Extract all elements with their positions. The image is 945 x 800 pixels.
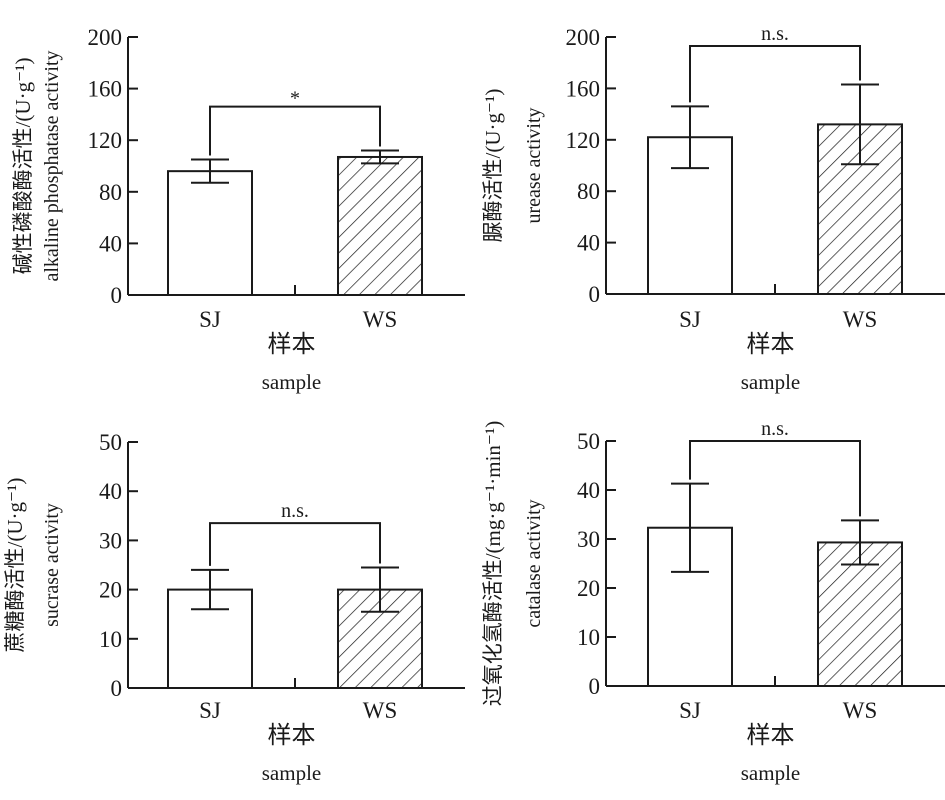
- y-axis-label-en: sucrase activity: [41, 503, 63, 627]
- y-tick-label: 0: [111, 676, 123, 701]
- y-axis-label-cn: 碱性磷酸酶活性/(U·g⁻¹): [11, 58, 35, 275]
- y-axis-label-cn: 蔗糖酶活性/(U·g⁻¹): [3, 478, 27, 653]
- y-tick-label: 160: [566, 76, 601, 101]
- y-tick-label: 40: [577, 231, 600, 256]
- category-label-WS: WS: [843, 698, 878, 723]
- y-tick-label: 20: [99, 578, 122, 603]
- category-label-SJ: SJ: [199, 307, 221, 332]
- y-tick-label: 10: [99, 627, 122, 652]
- y-tick-label: 0: [111, 283, 123, 308]
- x-axis-label-cn: 样本: [268, 722, 316, 749]
- chart-panel-top-left: 0 40 80 120 160 200 SJ WS * 样本 sample 碱性磷酸酶活性/(U·g⁻…: [11, 25, 465, 394]
- y-tick-label: 40: [99, 231, 122, 256]
- significance-label: *: [290, 88, 300, 110]
- x-axis-label-en: sample: [741, 761, 800, 785]
- bar-WS: [817, 541, 903, 687]
- category-label-SJ: SJ: [679, 307, 701, 332]
- category-label-WS: WS: [363, 698, 398, 723]
- y-tick-label: 10: [577, 625, 600, 650]
- significance-label: n.s.: [761, 23, 789, 45]
- y-axis-label-en: urease activity: [523, 107, 545, 223]
- category-label-WS: WS: [363, 307, 398, 332]
- y-tick-label: 120: [88, 128, 123, 153]
- x-axis-label-cn: 样本: [747, 331, 795, 358]
- y-tick-label: 0: [589, 674, 601, 699]
- category-label-SJ: SJ: [199, 698, 221, 723]
- category-label-WS: WS: [843, 307, 878, 332]
- y-tick-label: 160: [88, 77, 123, 102]
- y-tick-label: 80: [99, 180, 122, 205]
- y-tick-label: 30: [99, 528, 122, 553]
- chart-panel-top-right: 0 40 80 120 160 200 SJ WS n.s. 样本 sample 脲酶活性/(U·g⁻…: [481, 23, 945, 394]
- significance-bracket: [689, 44, 861, 103]
- bar-SJ: [167, 170, 253, 296]
- y-tick-label: 40: [577, 478, 600, 503]
- significance-bracket: [689, 440, 861, 517]
- x-axis-label-cn: 样本: [268, 331, 316, 358]
- significance-label: n.s.: [761, 418, 789, 440]
- x-axis-label-en: sample: [262, 370, 321, 394]
- y-axis-label-cn: 过氧化氢酶活性/(mg·g⁻¹·min⁻¹): [481, 421, 505, 707]
- y-tick-label: 30: [577, 527, 600, 552]
- y-tick-label: 80: [577, 179, 600, 204]
- significance-bracket: [209, 522, 381, 566]
- y-tick-label: 200: [88, 25, 123, 50]
- y-axis-label-en: catalase activity: [523, 499, 545, 627]
- x-axis-label-cn: 样本: [747, 722, 795, 749]
- y-tick-label: 20: [577, 576, 600, 601]
- y-axis-label-en: alkaline phosphatase activity: [41, 50, 63, 281]
- y-tick-label: 50: [577, 429, 600, 454]
- x-axis-label-en: sample: [262, 761, 321, 785]
- chart-panel-bottom-right: 0 10 20 30 40 50 SJ WS n.s. 样本 sample 过氧化氢酶活性/(mg·g…: [481, 418, 945, 785]
- x-axis-label-en: sample: [741, 370, 800, 394]
- significance-bracket: [209, 105, 381, 156]
- y-axis-label-cn: 脲酶活性/(U·g⁻¹): [481, 89, 505, 243]
- chart-panel-bottom-left: 0 10 20 30 40 50 SJ WS n.s. 样本 sample 蔗糖酶活性/(U·g⁻¹)…: [3, 430, 465, 785]
- y-tick-label: 120: [566, 128, 601, 153]
- y-tick-label: 200: [566, 25, 601, 50]
- y-tick-label: 0: [589, 282, 601, 307]
- significance-label: n.s.: [281, 500, 309, 522]
- bar-WS: [337, 155, 423, 296]
- category-label-SJ: SJ: [679, 698, 701, 723]
- y-tick-label: 50: [99, 430, 122, 455]
- y-tick-label: 40: [99, 479, 122, 504]
